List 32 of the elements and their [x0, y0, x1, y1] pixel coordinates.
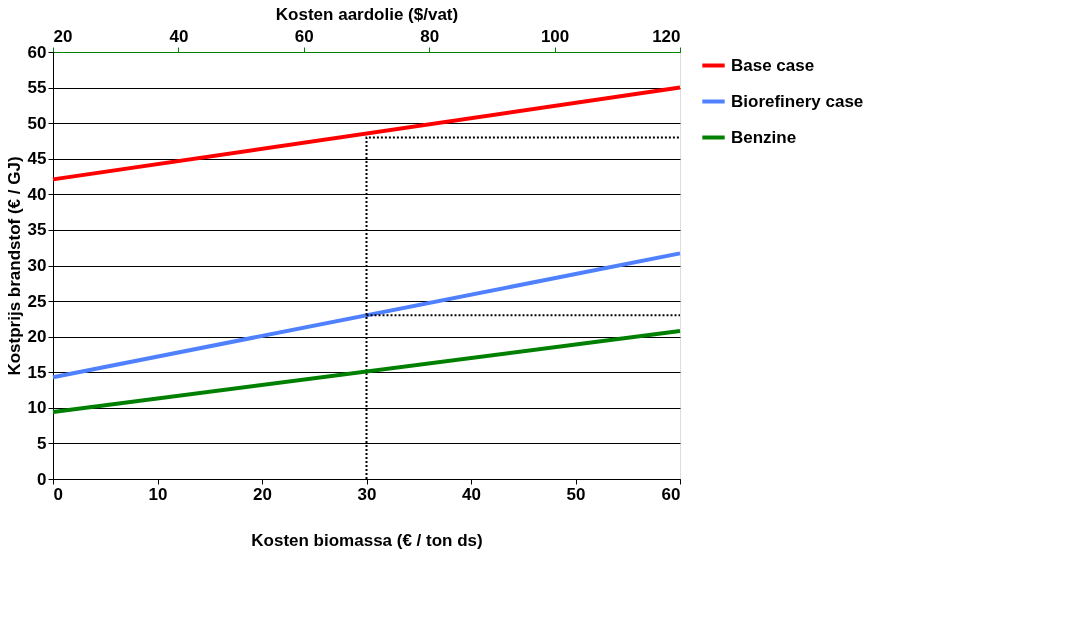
x2-tick-label: 40: [169, 26, 189, 46]
legend-label: Benzine: [731, 127, 797, 147]
y-tick-label: 50: [27, 113, 47, 133]
y-tick-label: 5: [37, 433, 47, 453]
x-tick-label: 30: [357, 484, 377, 504]
legend-label: Biorefinery case: [731, 91, 864, 111]
legend-label: Base case: [731, 55, 815, 75]
y-tick-label: 10: [27, 398, 47, 418]
x-axis-title: Kosten biomassa (€ / ton ds): [251, 530, 483, 550]
x-tick-label: 60: [661, 484, 681, 504]
y-tick-label: 40: [27, 184, 47, 204]
x2-tick-label: 20: [53, 26, 73, 46]
x-tick-label: 0: [53, 484, 63, 504]
y-tick-label: 60: [27, 42, 47, 62]
x2-tick-label: 120: [652, 26, 681, 46]
y-tick-label: 35: [27, 220, 47, 240]
y-tick-label: 25: [27, 291, 47, 311]
y-axis-title: Kostprijs brandstof (€ / GJ): [4, 156, 24, 376]
x-tick-label: 10: [148, 484, 168, 504]
x2-tick-label: 60: [294, 26, 314, 46]
x2-axis-title: Kosten aardolie ($/vat): [275, 4, 459, 24]
y-tick-label: 15: [27, 362, 47, 382]
y-tick-label: 0: [37, 469, 47, 489]
x-tick-label: 40: [462, 484, 481, 504]
y-tick-label: 20: [27, 327, 47, 347]
y-tick-label: 55: [27, 78, 47, 98]
x2-tick-label: 80: [420, 26, 440, 46]
x-tick-label: 50: [566, 484, 586, 504]
x-tick-label: 20: [253, 484, 272, 504]
y-tick-label: 45: [27, 149, 47, 169]
x2-tick-label: 100: [540, 26, 570, 46]
y-tick-label: 30: [27, 256, 47, 275]
